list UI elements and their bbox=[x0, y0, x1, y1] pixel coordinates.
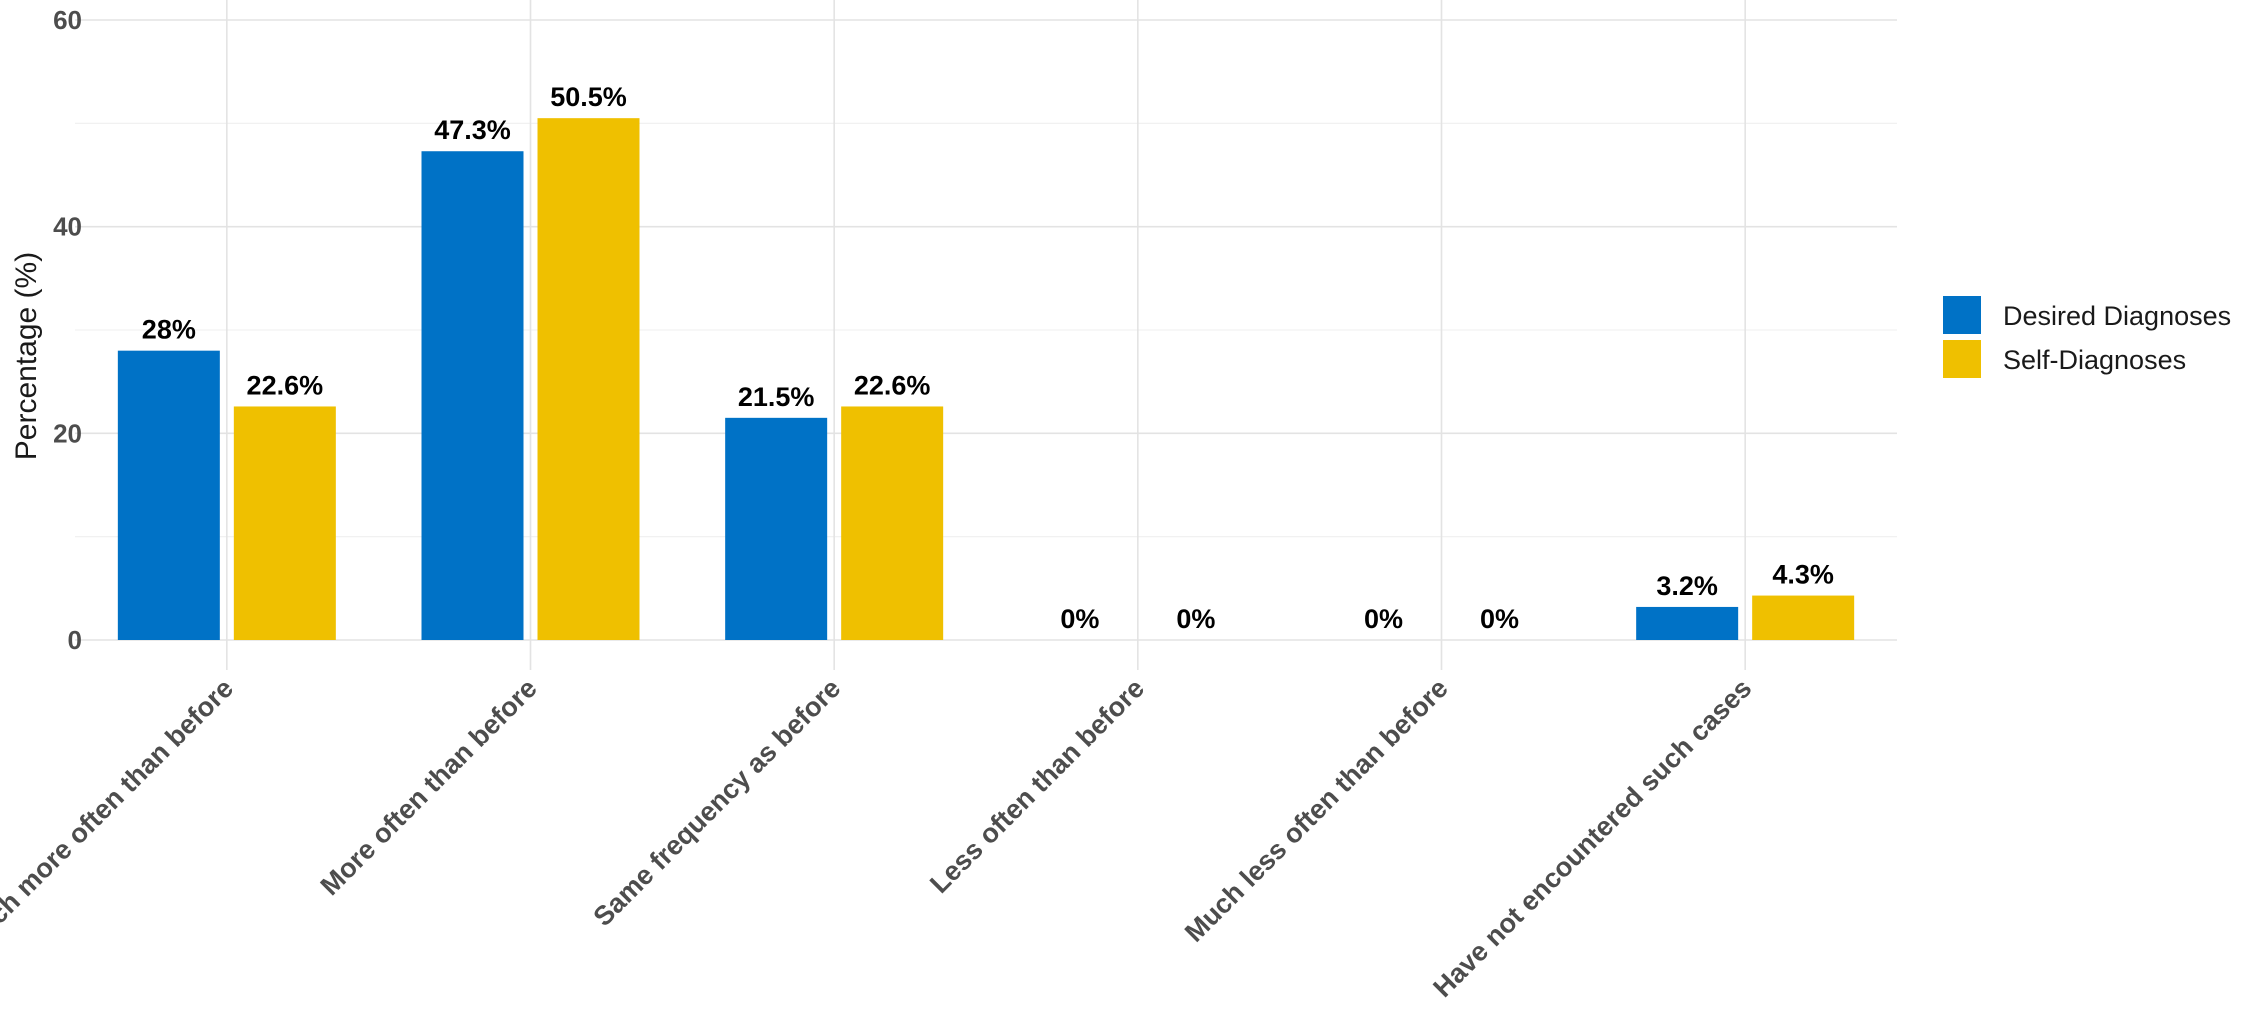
x-tick-label: Have not encountered such cases bbox=[1427, 673, 1757, 1003]
x-axis: Much more often than before More often th… bbox=[0, 673, 1757, 1003]
legend-label: Self-Diagnoses bbox=[2003, 345, 2186, 375]
data-label: 3.2% bbox=[1656, 571, 1718, 601]
data-label: 4.3% bbox=[1772, 560, 1834, 590]
grid bbox=[75, 0, 1897, 670]
bar-self-diagnoses bbox=[841, 406, 944, 640]
bar-self-diagnoses bbox=[537, 118, 640, 640]
legend-label: Desired Diagnoses bbox=[2003, 301, 2231, 331]
data-label: 0% bbox=[1364, 604, 1403, 634]
x-tick-label: Much less often than before bbox=[1179, 673, 1454, 948]
legend-swatch bbox=[1943, 340, 1981, 378]
data-label: 22.6% bbox=[247, 370, 324, 400]
y-tick-label: 40 bbox=[53, 212, 82, 242]
data-label: 0% bbox=[1480, 604, 1519, 634]
bar-desired-diagnoses bbox=[1636, 606, 1739, 640]
bar-self-diagnoses bbox=[233, 406, 336, 640]
y-tick-label: 60 bbox=[53, 5, 82, 35]
bar-desired-diagnoses bbox=[725, 417, 828, 640]
x-tick-label: More often than before bbox=[315, 673, 543, 901]
bar-desired-diagnoses bbox=[421, 151, 524, 640]
data-label: 47.3% bbox=[434, 115, 511, 145]
y-tick-label: 0 bbox=[68, 625, 82, 655]
data-labels: 28% 22.6% 47.3% 50.5% 21.5% 22.6% 0% 0% 0% 0% 3.2%… bbox=[142, 82, 1834, 634]
x-tick-label: Same frequency as before bbox=[587, 673, 846, 932]
data-label: 0% bbox=[1060, 604, 1099, 634]
data-label: 21.5% bbox=[738, 382, 815, 412]
y-axis-title: Percentage (%) bbox=[10, 252, 43, 460]
bars bbox=[117, 118, 1855, 640]
legend: Desired Diagnoses Self-Diagnoses bbox=[1943, 296, 2231, 378]
data-label: 50.5% bbox=[550, 82, 627, 112]
legend-swatch bbox=[1943, 296, 1981, 334]
y-axis: 0 20 40 60 bbox=[53, 5, 82, 655]
y-tick-label: 20 bbox=[53, 418, 82, 448]
bar-desired-diagnoses bbox=[117, 350, 220, 640]
x-tick-label: Less often than before bbox=[924, 673, 1150, 899]
bar-self-diagnoses bbox=[1752, 595, 1855, 640]
data-label: 0% bbox=[1176, 604, 1215, 634]
x-tick-label: Much more often than before bbox=[0, 673, 239, 957]
data-label: 28% bbox=[142, 315, 196, 345]
data-label: 22.6% bbox=[854, 370, 931, 400]
